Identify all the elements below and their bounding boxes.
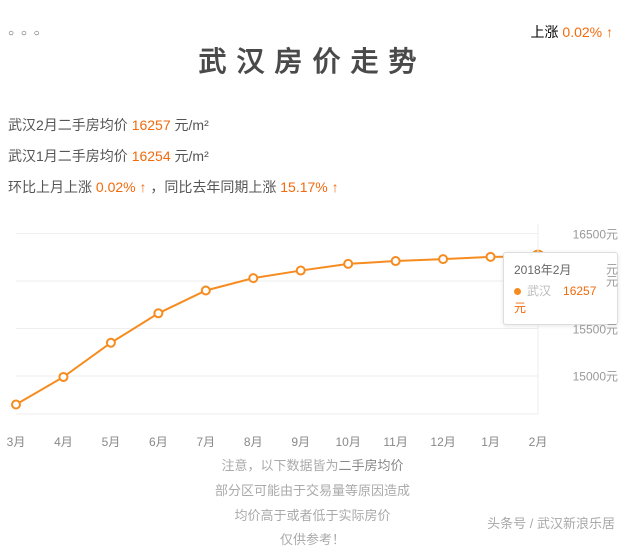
stat1-prefix: 武汉2月二手房均价	[8, 117, 128, 133]
stat3-v1: 0.02% ↑	[96, 179, 147, 195]
x-axis-label: 9月	[291, 433, 310, 450]
y-axis-label: 15000元	[573, 368, 618, 385]
tooltip-dot-icon	[514, 288, 521, 295]
footer-l2: 部分区可能由于交易量等原因造成	[0, 479, 625, 504]
footer-note: 注意，以下数据皆为二手房均价 部分区可能由于交易量等原因造成 均价高于或者低于实…	[0, 454, 625, 553]
stat2-unit: 元/m²	[175, 148, 209, 164]
x-axis-label: 5月	[102, 433, 121, 450]
x-axis-label: 11月	[383, 433, 407, 450]
chart-tooltip: 2018年2月 武汉16257元	[503, 252, 618, 325]
x-axis-label: 8月	[244, 433, 263, 450]
x-axis-label: 1月	[481, 433, 500, 450]
stat3-p2: ，同比去年同期上涨	[150, 179, 276, 195]
footer-l1a: 注意，以下数据皆为	[221, 458, 338, 473]
stat1-price: 16257	[132, 117, 171, 133]
x-axis-label: 6月	[149, 433, 168, 450]
footer-l4: 仅供参考！	[0, 528, 625, 553]
x-axis-label: 7月	[196, 433, 215, 450]
tooltip-series: 武汉	[527, 284, 551, 298]
stat3-p1: 环比上月上涨	[8, 179, 92, 195]
y-axis-label: 元	[606, 261, 618, 278]
top-change-badge: 上涨 0.02% ↑	[531, 22, 613, 42]
x-axis-label: 3月	[7, 433, 26, 450]
top-change-label: 上涨	[531, 24, 559, 40]
stat1-unit: 元/m²	[175, 117, 209, 133]
line-chart: 2018年2月 武汉16257元 15000元15500元元16500元元3月4…	[8, 214, 618, 454]
stat2-price: 16254	[132, 148, 171, 164]
x-axis-label: 10月	[335, 433, 360, 450]
stat3-v2: 15.17% ↑	[280, 179, 338, 195]
y-axis-label: 15500元	[573, 320, 618, 337]
stat2-prefix: 武汉1月二手房均价	[8, 148, 128, 164]
tooltip-date: 2018年2月	[514, 261, 607, 278]
menu-dots[interactable]: ○ ○ ○	[8, 28, 42, 39]
x-axis-label: 4月	[54, 433, 73, 450]
attribution: 头条号 / 武汉新浪乐居	[487, 513, 615, 532]
x-axis-label: 12月	[430, 433, 455, 450]
attr-src: 武汉新浪乐居	[537, 516, 615, 531]
chart-svg	[8, 214, 618, 454]
stats-block: 武汉2月二手房均价 16257 元/m² 武汉1月二手房均价 16254 元/m…	[8, 110, 625, 202]
attr-prefix: 头条号	[487, 516, 526, 531]
top-change-value: 0.02% ↑	[562, 24, 613, 40]
stat-line-jan: 武汉1月二手房均价 16254 元/m²	[8, 141, 625, 172]
stat-line-change: 环比上月上涨 0.02% ↑ ，同比去年同期上涨 15.17% ↑	[8, 172, 625, 203]
footer-l1b: 二手房均价	[339, 458, 404, 473]
stat-line-feb: 武汉2月二手房均价 16257 元/m²	[8, 110, 625, 141]
y-axis-label: 16500元	[573, 225, 618, 242]
x-axis-label: 2月	[529, 433, 548, 450]
